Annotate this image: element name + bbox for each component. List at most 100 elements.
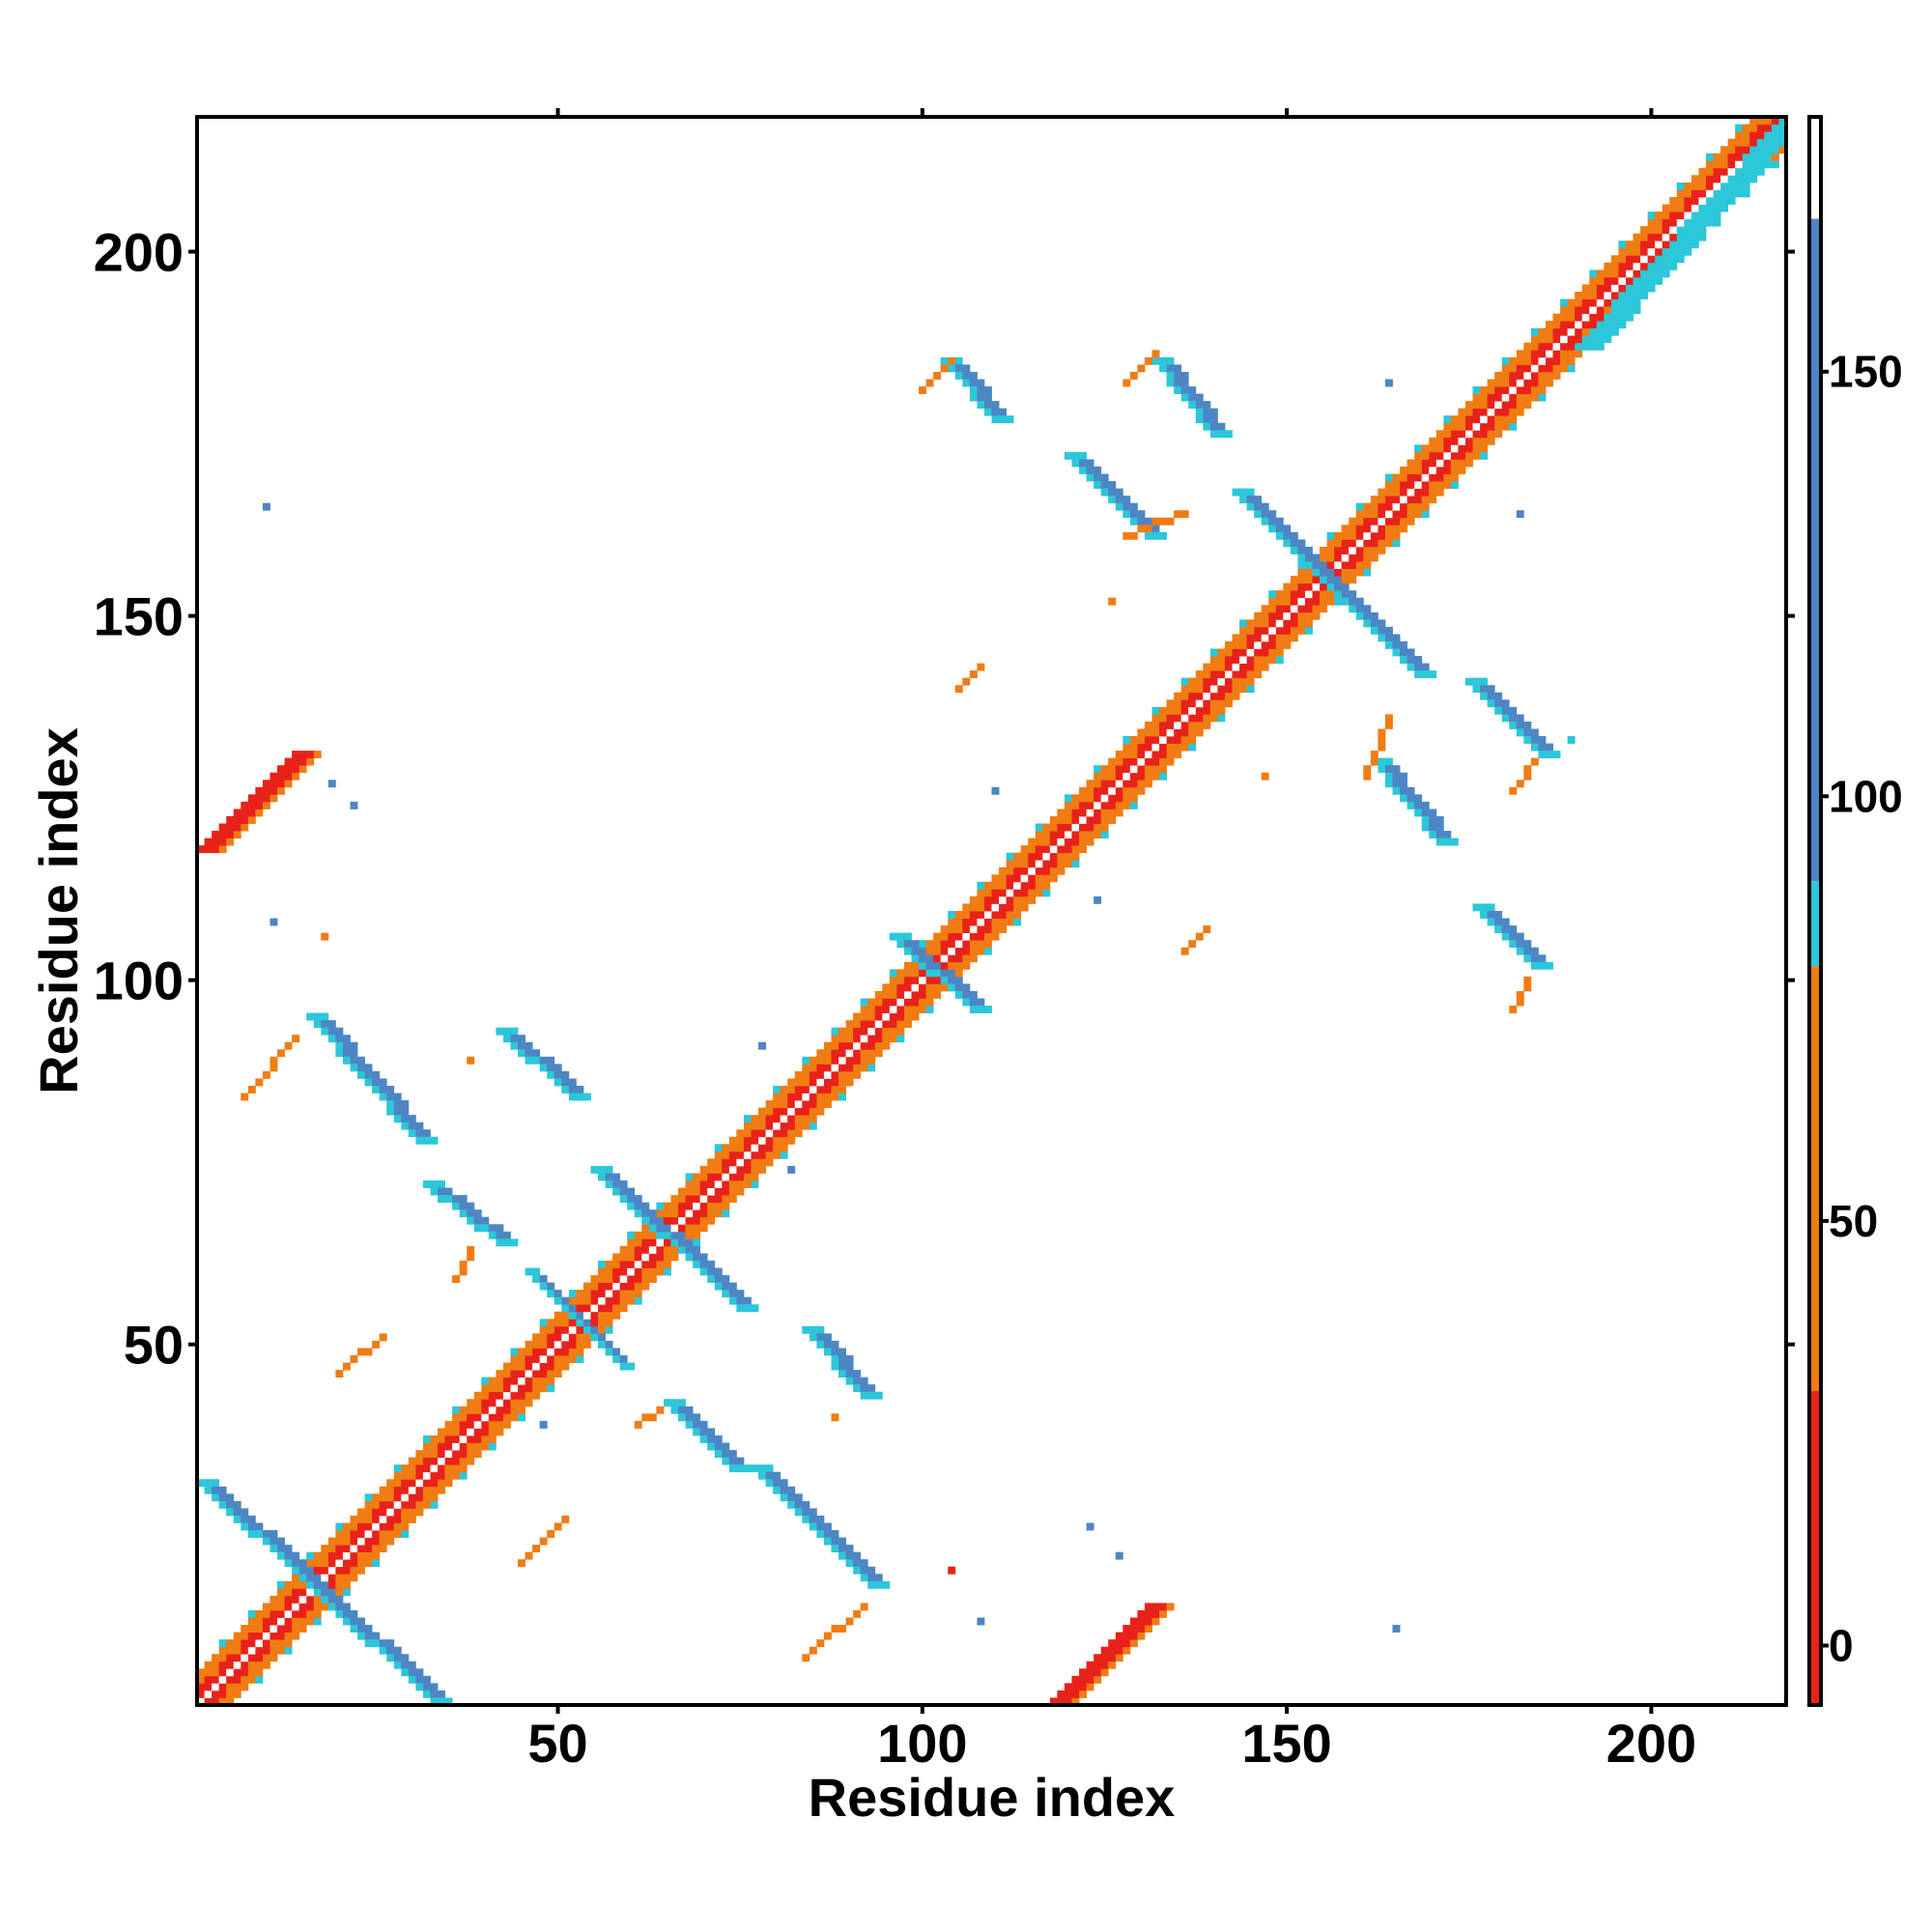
contact-cell (1662, 262, 1670, 270)
contact-cell (1283, 539, 1292, 548)
contact-cell (634, 1420, 642, 1429)
contact-cell (554, 1078, 562, 1087)
contact-cell (919, 954, 926, 963)
contact-cell (547, 1325, 555, 1334)
contact-cell (306, 1603, 315, 1611)
contact-cell (802, 1325, 810, 1334)
contact-cell (415, 1457, 424, 1465)
contact-cell (598, 1290, 606, 1298)
contact-cell (1151, 743, 1160, 752)
contact-cell (247, 815, 256, 824)
contact-cell (554, 1319, 562, 1327)
contact-cell (247, 1515, 256, 1523)
contact-cell (1443, 473, 1452, 482)
contact-cell (561, 1348, 570, 1356)
contact-cell (438, 1428, 445, 1436)
contact-cell (547, 1377, 555, 1385)
contact-cell (1771, 131, 1779, 140)
contact-cell (1384, 510, 1393, 519)
contact-cell (1341, 554, 1350, 562)
contact-cell (1421, 473, 1430, 482)
y-tick-label: 150 (94, 586, 184, 647)
contact-cell (641, 1260, 650, 1268)
contact-cell (1560, 306, 1569, 315)
contact-cell (1108, 809, 1117, 817)
contact-cell (983, 932, 992, 941)
contact-cell (1122, 772, 1131, 781)
contact-cell (233, 1675, 242, 1684)
contact-cell (641, 1202, 650, 1210)
contact-cell (386, 1537, 395, 1546)
contact-cell (1560, 342, 1569, 351)
contact-cell (816, 1325, 825, 1334)
contact-cell (255, 1632, 264, 1640)
contact-cell (1071, 845, 1080, 854)
contact-cell (1494, 706, 1503, 715)
contact-cell (1516, 364, 1524, 373)
contact-cell (277, 772, 285, 781)
contact-cell (1713, 218, 1721, 227)
contact-cell (867, 1056, 876, 1065)
contact-cell (568, 1311, 577, 1320)
contact-cell (1640, 226, 1649, 235)
contact-cell (1137, 765, 1146, 774)
contact-cell (204, 1683, 213, 1691)
contact-cell (576, 1340, 584, 1349)
contact-cell (641, 1224, 650, 1233)
contact-cell (889, 976, 897, 984)
contact-cell (1209, 430, 1218, 439)
contact-cell (1771, 124, 1779, 132)
contact-cell (773, 1100, 781, 1109)
contact-cell (1567, 364, 1576, 373)
contact-cell (241, 1632, 249, 1640)
contact-cell (1283, 582, 1292, 591)
contact-cell (627, 1296, 636, 1305)
contact-cell (415, 1122, 424, 1130)
contact-cell (379, 1486, 387, 1494)
contact-cell (940, 969, 949, 978)
contact-cell (707, 1275, 716, 1283)
contact-cell (663, 1209, 671, 1218)
contact-cell (1450, 437, 1459, 445)
contact-cell (1108, 496, 1117, 504)
contact-cell (532, 1348, 541, 1356)
contact-cell (430, 1683, 439, 1691)
contact-cell (335, 1537, 344, 1546)
contact-cell (1122, 751, 1131, 759)
contact-cell (707, 1158, 716, 1167)
contact-cell (1049, 815, 1058, 824)
contact-cell (693, 1413, 701, 1422)
contact-cell (728, 1151, 737, 1159)
contact-cell (693, 1260, 701, 1268)
contact-cell (954, 954, 963, 963)
contact-cell (1108, 801, 1117, 810)
contact-cell (1006, 895, 1014, 904)
contact-cell (728, 1450, 737, 1458)
contact-cell (1137, 736, 1146, 744)
contact-cell (473, 1391, 482, 1400)
contact-cell (722, 1151, 730, 1159)
contact-cell (270, 786, 278, 795)
contact-cell (1174, 706, 1182, 715)
contact-cell (758, 1107, 766, 1116)
contact-cell (714, 1209, 723, 1218)
contact-cell (919, 983, 926, 992)
contact-cell (1370, 757, 1378, 766)
contact-cell (598, 1333, 606, 1342)
contact-cell (342, 1551, 351, 1560)
contact-cell (1151, 728, 1160, 737)
contact-cell (415, 1479, 424, 1488)
contact-cell (1079, 1690, 1087, 1698)
contact-cell (619, 1253, 628, 1262)
contact-cell (233, 1639, 242, 1648)
contact-cell (306, 1566, 315, 1575)
contact-cell (780, 1129, 788, 1138)
contact-cell (1501, 379, 1510, 387)
contact-cell (933, 976, 942, 984)
contact-cell (241, 1646, 249, 1655)
contact-cell (882, 1027, 891, 1036)
contact-cell (773, 1471, 781, 1480)
contact-cell (743, 1129, 752, 1138)
contact-cell (1064, 823, 1072, 832)
contact-cell (977, 379, 985, 387)
